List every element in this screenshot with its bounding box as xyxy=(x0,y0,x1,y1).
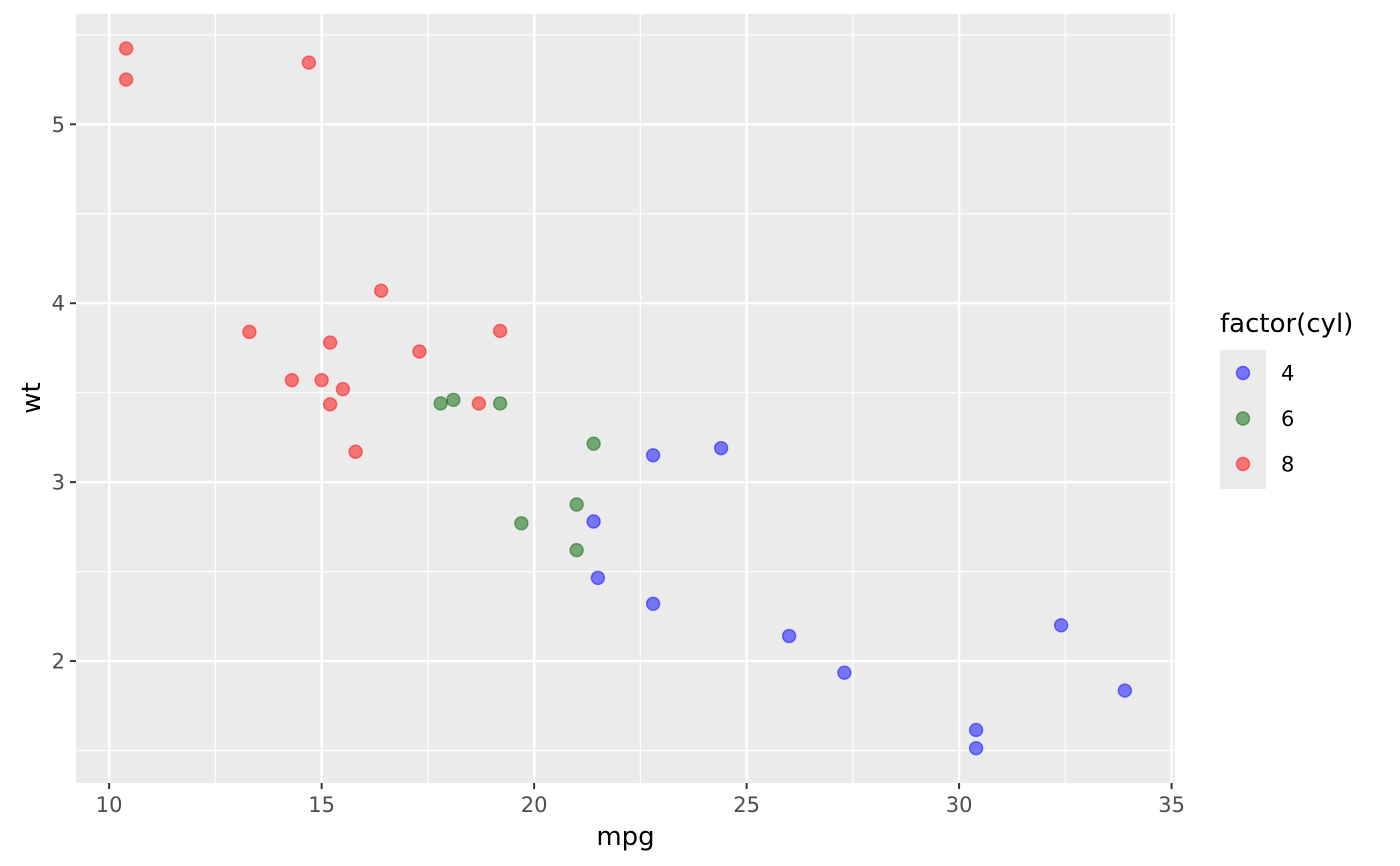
x-tick-label: 15 xyxy=(308,793,335,817)
data-point-cyl-8 xyxy=(335,381,351,397)
data-point-cyl-4 xyxy=(781,628,797,644)
x-tick-label: 25 xyxy=(733,793,760,817)
legend-label-cyl-6: 6 xyxy=(1281,407,1294,431)
minor-gridlines xyxy=(76,14,1175,783)
data-point-cyl-8 xyxy=(322,397,338,412)
legend-key-cyl-6 xyxy=(1235,411,1251,426)
data-point-cyl-4 xyxy=(837,665,852,680)
data-point-cyl-8 xyxy=(471,396,487,411)
x-tick-label: 10 xyxy=(96,793,123,817)
legend-items: 4 6 8 xyxy=(1235,362,1294,477)
data-point-cyl-6 xyxy=(569,497,584,512)
data-point-cyl-4 xyxy=(1053,618,1069,633)
data-point-cyl-8 xyxy=(242,324,257,340)
major-gridlines xyxy=(76,14,1175,783)
data-point-cyl-6 xyxy=(586,436,601,451)
data-point-cyl-4 xyxy=(645,596,661,612)
y-tick-label: 4 xyxy=(52,292,65,316)
data-point-cyl-8 xyxy=(348,444,363,459)
data-point-cyl-6 xyxy=(492,396,508,411)
data-point-cyl-8 xyxy=(314,372,329,388)
legend-label-cyl-8: 8 xyxy=(1281,453,1294,477)
legend-key-cyl-4 xyxy=(1235,365,1251,381)
legend-label-cyl-4: 4 xyxy=(1281,362,1294,386)
axis-ticks: 10 15 20 25 30 35 2 3 4 5 xyxy=(52,113,1185,817)
data-point-cyl-4 xyxy=(590,570,606,586)
data-point-cyl-8 xyxy=(284,372,300,388)
panel-background xyxy=(76,14,1175,783)
x-tick-label: 35 xyxy=(1158,793,1185,817)
data-point-cyl-4 xyxy=(586,514,601,529)
data-point-cyl-6 xyxy=(446,392,461,408)
y-tick-label: 3 xyxy=(52,471,65,495)
y-tick-label: 5 xyxy=(52,113,65,137)
data-point-cyl-8 xyxy=(373,283,389,298)
x-axis-title: mpg xyxy=(596,822,654,852)
data-point-cyl-4 xyxy=(968,740,984,756)
data-point-cyl-6 xyxy=(569,542,584,558)
legend: factor(cyl) 4 6 8 xyxy=(1220,309,1353,489)
x-tick-label: 30 xyxy=(946,793,973,817)
data-point-cyl-4 xyxy=(713,440,729,456)
data-point-cyl-8 xyxy=(322,335,338,350)
data-point-cyl-8 xyxy=(492,323,508,339)
legend-title: factor(cyl) xyxy=(1220,309,1353,339)
data-points xyxy=(118,41,1133,756)
data-point-cyl-8 xyxy=(301,55,317,70)
data-point-cyl-4 xyxy=(645,448,661,463)
data-point-cyl-6 xyxy=(433,396,448,411)
legend-key-cyl-8 xyxy=(1235,456,1251,472)
x-tick-label: 20 xyxy=(521,793,548,817)
y-tick-label: 2 xyxy=(52,650,65,674)
data-point-cyl-4 xyxy=(1117,683,1133,698)
data-point-cyl-4 xyxy=(968,722,984,738)
data-point-cyl-8 xyxy=(412,344,427,359)
data-point-cyl-6 xyxy=(514,516,529,531)
data-point-cyl-8 xyxy=(118,41,134,56)
y-axis-title: wt xyxy=(17,382,47,413)
data-point-cyl-8 xyxy=(118,72,134,87)
